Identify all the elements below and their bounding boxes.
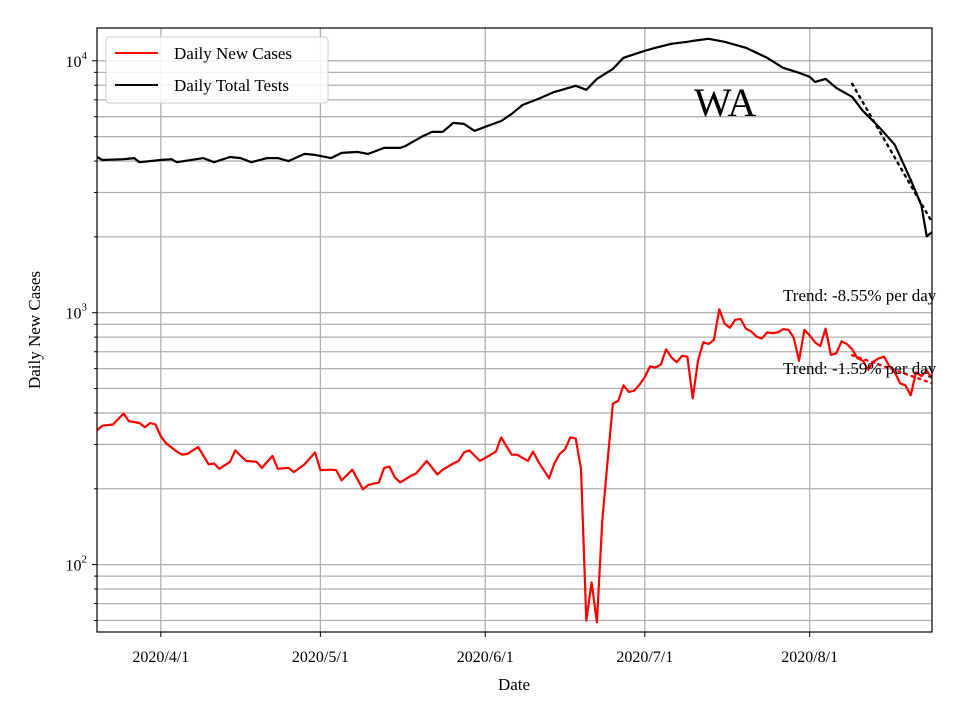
x-tick-label: 2020/7/1	[616, 649, 673, 666]
x-tick-label: 2020/8/1	[781, 649, 838, 666]
ticks: 102 103 104 2020/4/1 2020/5/1 2020/6/1 2020/7/…	[66, 50, 839, 666]
x-tick-label: 2020/5/1	[292, 649, 349, 666]
tests-series	[97, 37, 932, 238]
cases-trend-line	[851, 354, 932, 385]
cases-line	[97, 308, 932, 624]
legend-label-tests: Daily Total Tests	[174, 76, 289, 95]
trend-cases-label: Trend: -1.59% per day	[783, 359, 937, 378]
state-label: WA	[694, 80, 756, 125]
plot-frame	[96, 27, 933, 633]
y-tick-label: 104	[66, 50, 88, 71]
x-tick-label: 2020/4/1	[132, 649, 189, 666]
trend-tests-label: Trend: -8.55% per day	[783, 286, 937, 305]
x-axis-label: Date	[498, 675, 530, 694]
cases-series	[97, 308, 932, 624]
series-lines	[97, 37, 932, 624]
grid	[97, 28, 932, 632]
y-axis-label: Daily New Cases	[25, 271, 44, 389]
tests-line	[97, 37, 932, 238]
tests-trend-line	[851, 82, 932, 224]
y-tick-label: 102	[66, 554, 88, 575]
y-tick-label: 103	[66, 302, 88, 323]
x-tick-label: 2020/6/1	[457, 649, 514, 666]
legend: Daily New Cases Daily Total Tests	[105, 36, 329, 104]
legend-label-cases: Daily New Cases	[174, 44, 292, 63]
